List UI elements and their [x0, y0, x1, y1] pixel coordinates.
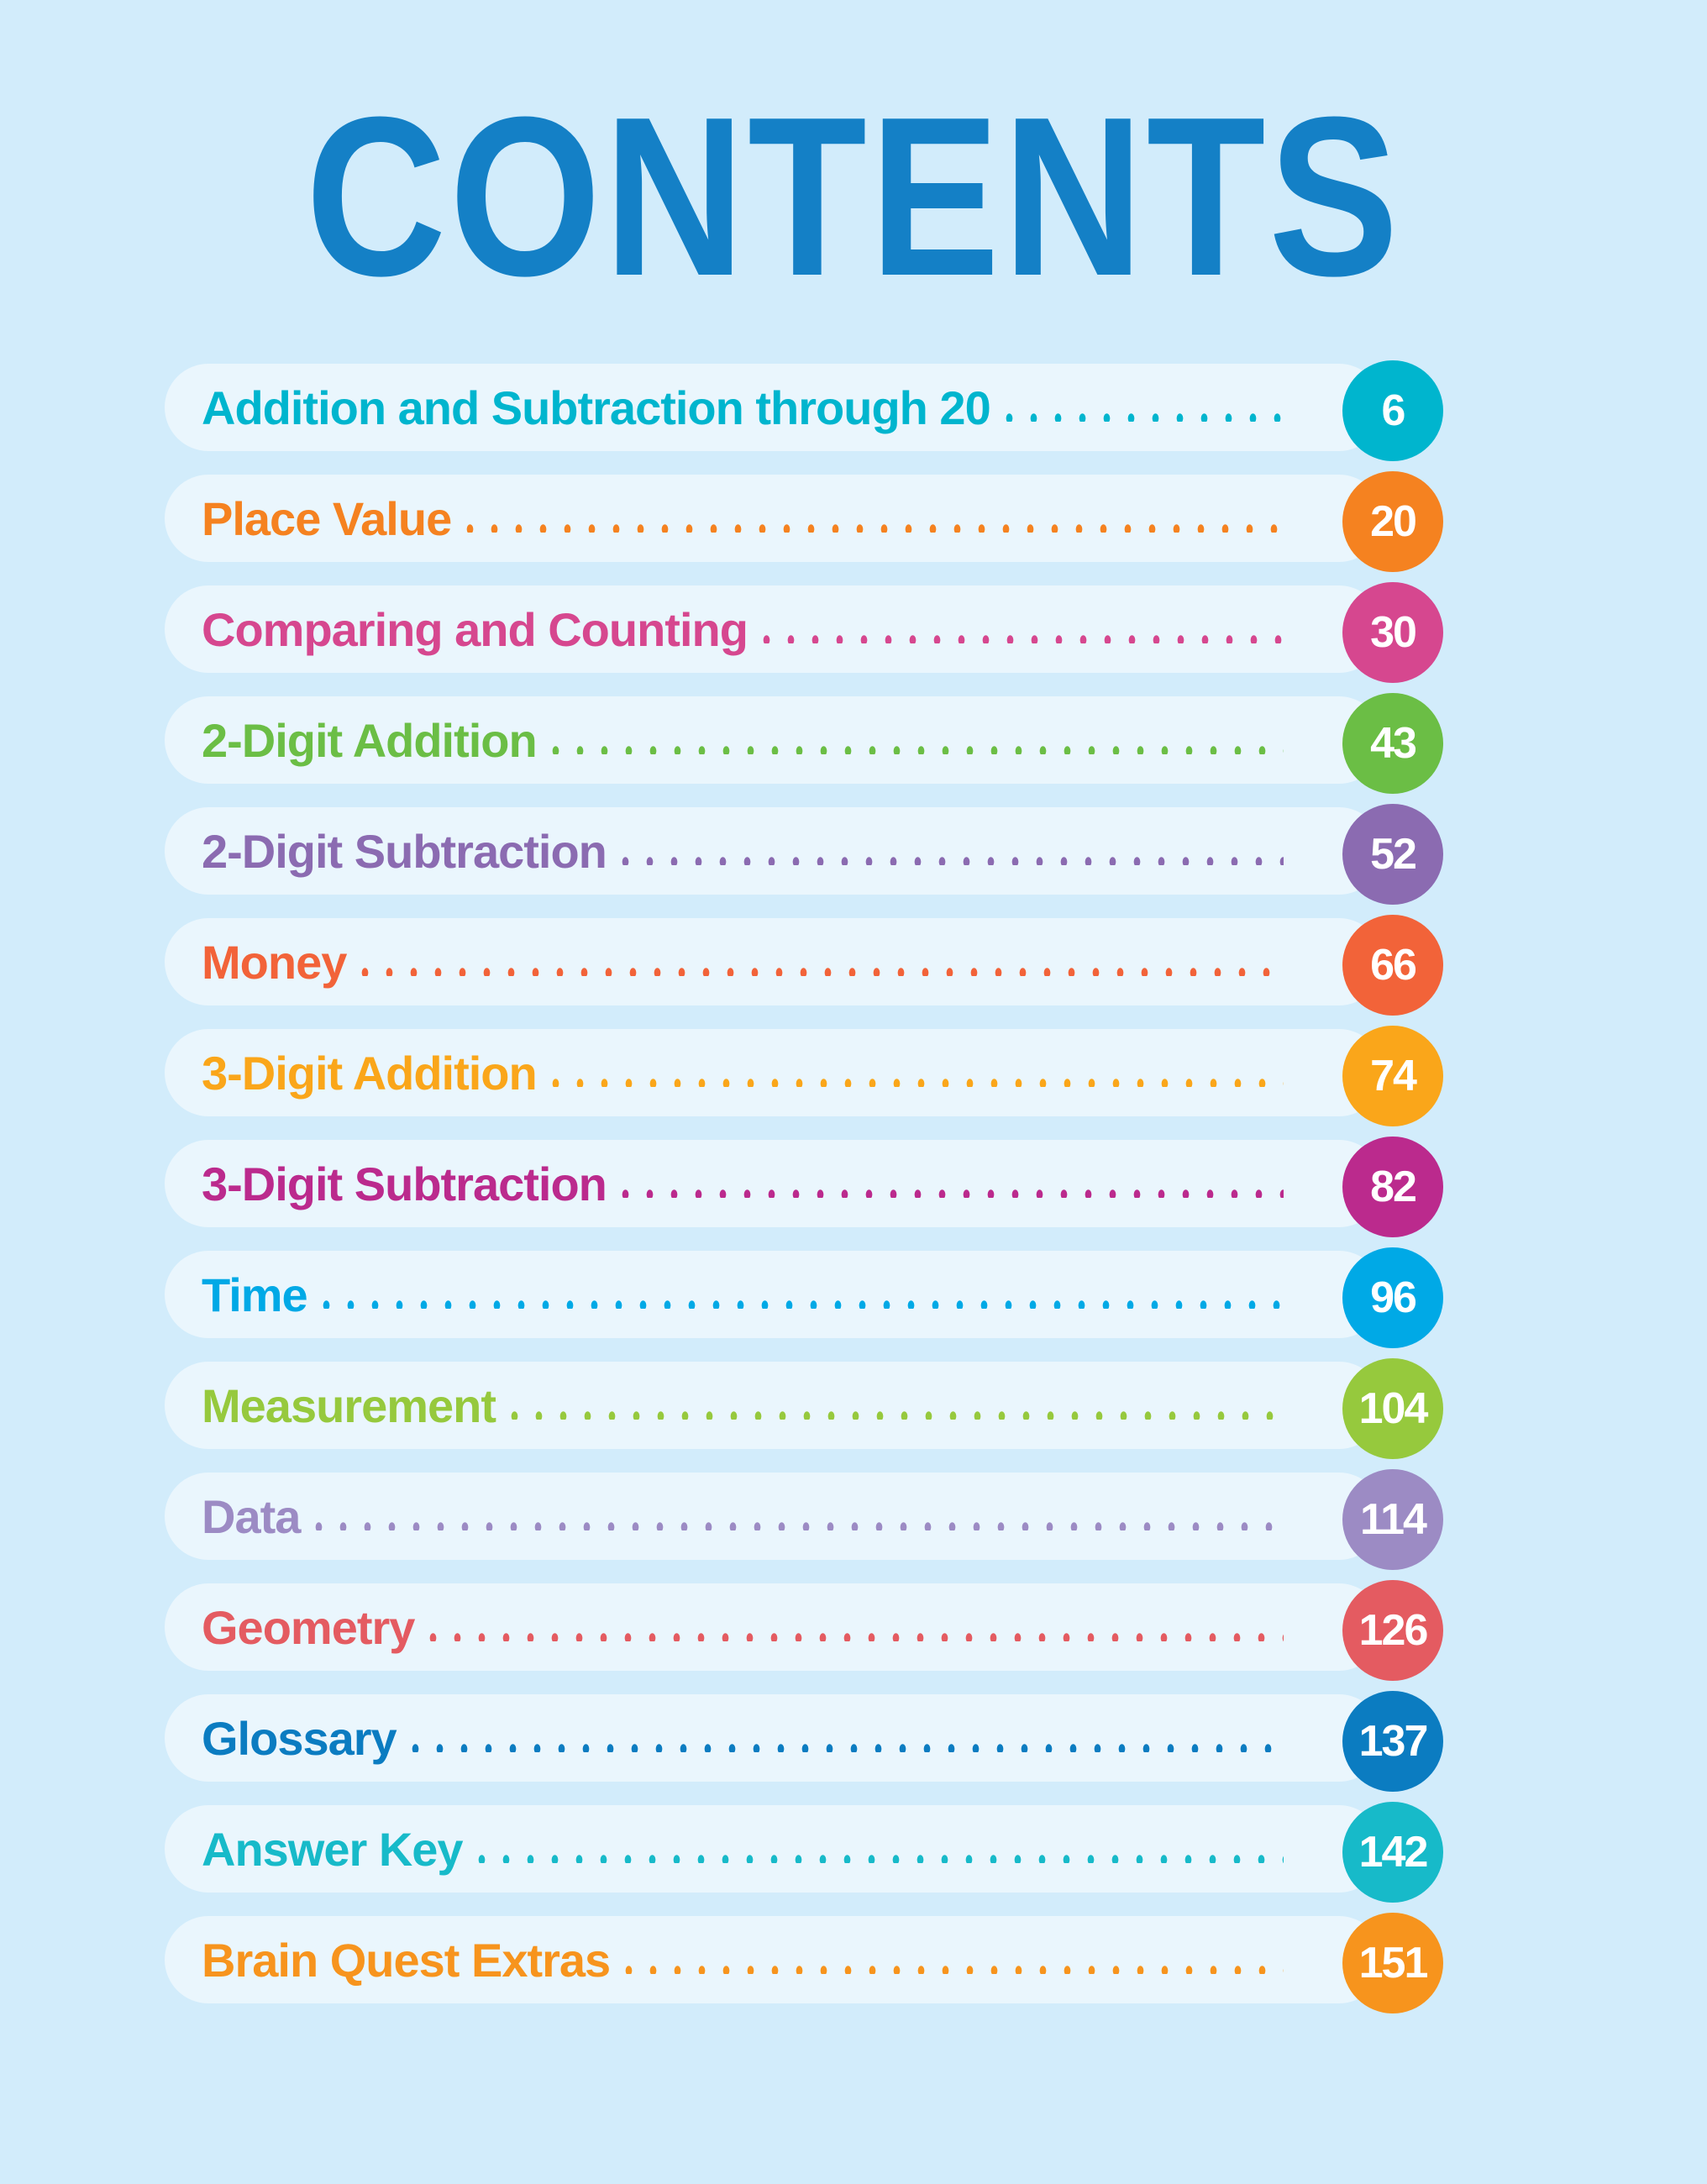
entry-label-wrap: Place Value — [202, 475, 1284, 562]
dot-leader — [754, 635, 1284, 643]
toc-entry[interactable]: Brain Quest Extras 151 — [165, 1913, 1443, 2013]
page-title: CONTENTS — [305, 71, 1402, 323]
dot-leader — [353, 968, 1284, 976]
entry-pill — [165, 1805, 1383, 1893]
page-number-badge: 126 — [1342, 1580, 1443, 1681]
entry-label-wrap: Brain Quest Extras — [202, 1916, 1284, 2003]
toc-entry[interactable]: Comparing and Counting 30 — [165, 582, 1443, 683]
toc-entry[interactable]: Data 114 — [165, 1469, 1443, 1570]
toc-entry[interactable]: 2-Digit Addition 43 — [165, 693, 1443, 794]
entry-label-wrap: Comparing and Counting — [202, 585, 1284, 673]
entry-label-wrap: Money — [202, 918, 1284, 1005]
entry-pill — [165, 1583, 1383, 1671]
dot-leader — [402, 1744, 1284, 1752]
toc-entry[interactable]: 3-Digit Addition 74 — [165, 1026, 1443, 1126]
entry-title: Glossary — [202, 1711, 397, 1765]
entry-title: 2-Digit Addition — [202, 713, 538, 767]
toc-entry[interactable]: Time 96 — [165, 1247, 1443, 1348]
page-number-badge: 74 — [1342, 1026, 1443, 1126]
entry-pill — [165, 475, 1383, 562]
entry-label-wrap: 3-Digit Subtraction — [202, 1140, 1284, 1227]
page-number-badge: 114 — [1342, 1469, 1443, 1570]
entry-label-wrap: Measurement — [202, 1362, 1284, 1449]
entry-pill — [165, 1029, 1383, 1116]
dot-leader — [612, 857, 1284, 865]
entry-label-wrap: 2-Digit Addition — [202, 696, 1284, 784]
page-number-badge: 151 — [1342, 1913, 1443, 2013]
entry-title: 2-Digit Subtraction — [202, 824, 607, 878]
toc-entry[interactable]: Place Value 20 — [165, 471, 1443, 572]
entry-label-wrap: Addition and Subtraction through 20 — [202, 364, 1284, 451]
toc-entry[interactable]: Addition and Subtraction through 20 6 — [165, 360, 1443, 461]
entry-title: Geometry — [202, 1600, 415, 1654]
entry-title: Comparing and Counting — [202, 602, 748, 656]
page-number-badge: 20 — [1342, 471, 1443, 572]
entry-pill — [165, 807, 1383, 895]
entry-label-wrap: Answer Key — [202, 1805, 1284, 1893]
dot-leader — [307, 1522, 1284, 1530]
entry-label-wrap: Time — [202, 1251, 1284, 1338]
entry-label-wrap: Data — [202, 1473, 1284, 1560]
dot-leader — [313, 1300, 1284, 1309]
dot-leader — [421, 1633, 1284, 1641]
page-number-badge: 6 — [1342, 360, 1443, 461]
page-number-badge: 43 — [1342, 693, 1443, 794]
page-number-badge: 142 — [1342, 1802, 1443, 1903]
entry-pill — [165, 1251, 1383, 1338]
entry-title: Answer Key — [202, 1822, 464, 1876]
page-number-badge: 82 — [1342, 1137, 1443, 1237]
entry-pill — [165, 1473, 1383, 1560]
table-of-contents: Addition and Subtraction through 20 6 Plac… — [165, 360, 1443, 2027]
entry-title: Money — [202, 935, 347, 989]
page-number-badge: 104 — [1342, 1358, 1443, 1459]
dot-leader — [469, 1855, 1284, 1863]
toc-entry[interactable]: Answer Key 142 — [165, 1802, 1443, 1903]
page-number-badge: 30 — [1342, 582, 1443, 683]
entry-label-wrap: 2-Digit Subtraction — [202, 807, 1284, 895]
entry-title: Data — [202, 1489, 301, 1543]
toc-entry[interactable]: Measurement 104 — [165, 1358, 1443, 1459]
page-number-badge: 66 — [1342, 915, 1443, 1016]
entry-label-wrap: 3-Digit Addition — [202, 1029, 1284, 1116]
entry-pill — [165, 1916, 1383, 2003]
toc-entry[interactable]: 2-Digit Subtraction 52 — [165, 804, 1443, 905]
toc-entry[interactable]: Money 66 — [165, 915, 1443, 1016]
entry-pill — [165, 696, 1383, 784]
entry-pill — [165, 1140, 1383, 1227]
toc-entry[interactable]: Geometry 126 — [165, 1580, 1443, 1681]
page-number-badge: 137 — [1342, 1691, 1443, 1792]
dot-leader — [502, 1411, 1284, 1420]
entry-pill — [165, 1694, 1383, 1782]
dot-leader — [458, 524, 1284, 533]
entry-title: 3-Digit Subtraction — [202, 1157, 607, 1210]
dot-leader — [543, 1079, 1284, 1087]
entry-pill — [165, 364, 1383, 451]
entry-title: Brain Quest Extras — [202, 1933, 611, 1987]
entry-title: Time — [202, 1268, 308, 1321]
entry-pill — [165, 918, 1383, 1005]
entry-label-wrap: Glossary — [202, 1694, 1284, 1782]
dot-leader — [543, 746, 1284, 754]
dot-leader — [612, 1189, 1284, 1198]
entry-pill — [165, 585, 1383, 673]
entry-title: Measurement — [202, 1378, 496, 1432]
entry-label-wrap: Geometry — [202, 1583, 1284, 1671]
entry-title: 3-Digit Addition — [202, 1046, 538, 1100]
toc-entry[interactable]: Glossary 137 — [165, 1691, 1443, 1792]
page-number-badge: 52 — [1342, 804, 1443, 905]
entry-title: Addition and Subtraction through 20 — [202, 381, 991, 434]
dot-leader — [996, 413, 1284, 422]
entry-pill — [165, 1362, 1383, 1449]
toc-entry[interactable]: 3-Digit Subtraction 82 — [165, 1137, 1443, 1237]
dot-leader — [617, 1966, 1284, 1974]
entry-title: Place Value — [202, 491, 452, 545]
page-number-badge: 96 — [1342, 1247, 1443, 1348]
